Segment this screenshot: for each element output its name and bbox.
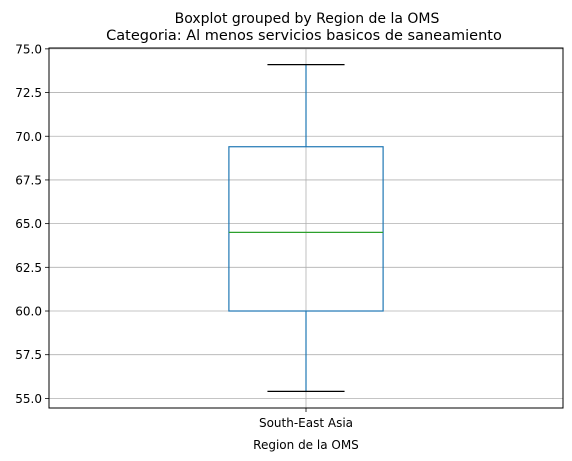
x-axis-ticks: South-East Asia [259, 408, 353, 430]
y-tick-label: 55.0 [15, 392, 42, 406]
plot-area [228, 64, 384, 392]
chart-suptitle: Boxplot grouped by Region de la OMS [175, 11, 440, 27]
y-tick-label: 57.5 [15, 348, 42, 362]
chart-title: Categoria: Al menos servicios basicos de… [106, 28, 502, 44]
y-tick-label: 72.5 [15, 86, 42, 100]
iqr-box [228, 146, 384, 312]
x-axis-label: Region de la OMS [253, 438, 359, 452]
y-tick-label: 75.0 [15, 42, 42, 56]
y-axis-ticks: 55.0 57.5 60.0 62.5 65.0 67.5 70.0 72.5 75.0 [15, 42, 49, 406]
x-tick-label: South-East Asia [259, 416, 353, 430]
y-tick-label: 67.5 [15, 173, 42, 187]
y-tick-label: 70.0 [15, 130, 42, 144]
y-tick-label: 60.0 [15, 305, 42, 319]
y-tick-label: 65.0 [15, 217, 42, 231]
axes-frame [48, 47, 564, 409]
box-group [228, 64, 384, 392]
y-tick-label: 62.5 [15, 261, 42, 275]
